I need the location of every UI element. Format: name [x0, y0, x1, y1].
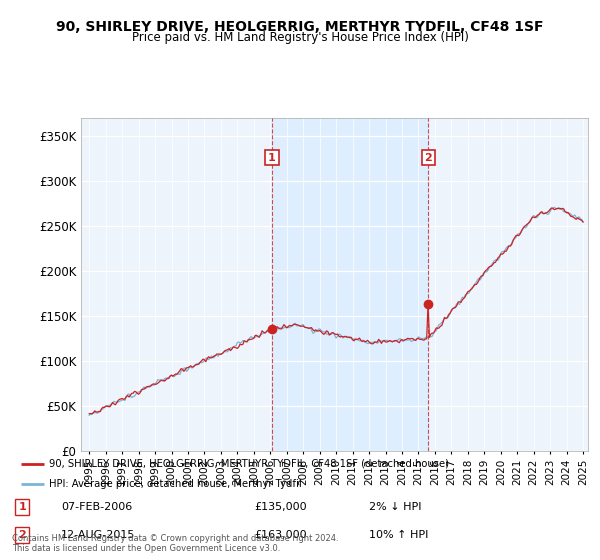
Text: £163,000: £163,000 — [254, 530, 307, 540]
Text: 1: 1 — [19, 502, 26, 512]
Bar — [272, 118, 428, 451]
Text: HPI: Average price, detached house, Merthyr Tydfil: HPI: Average price, detached house, Mert… — [49, 479, 302, 489]
Text: Contains HM Land Registry data © Crown copyright and database right 2024.
This d: Contains HM Land Registry data © Crown c… — [12, 534, 338, 553]
Text: 2: 2 — [424, 152, 432, 162]
Text: £135,000: £135,000 — [254, 502, 307, 512]
Text: 2: 2 — [19, 530, 26, 540]
Text: 07-FEB-2006: 07-FEB-2006 — [61, 502, 132, 512]
Text: 12-AUG-2015: 12-AUG-2015 — [61, 530, 136, 540]
Text: 90, SHIRLEY DRIVE, HEOLGERRIG, MERTHYR TYDFIL, CF48 1SF (detached house): 90, SHIRLEY DRIVE, HEOLGERRIG, MERTHYR T… — [49, 459, 449, 469]
Text: 10% ↑ HPI: 10% ↑ HPI — [369, 530, 428, 540]
Text: 1: 1 — [268, 152, 276, 162]
Text: Price paid vs. HM Land Registry's House Price Index (HPI): Price paid vs. HM Land Registry's House … — [131, 31, 469, 44]
Text: 90, SHIRLEY DRIVE, HEOLGERRIG, MERTHYR TYDFIL, CF48 1SF: 90, SHIRLEY DRIVE, HEOLGERRIG, MERTHYR T… — [56, 20, 544, 34]
Text: 2% ↓ HPI: 2% ↓ HPI — [369, 502, 422, 512]
